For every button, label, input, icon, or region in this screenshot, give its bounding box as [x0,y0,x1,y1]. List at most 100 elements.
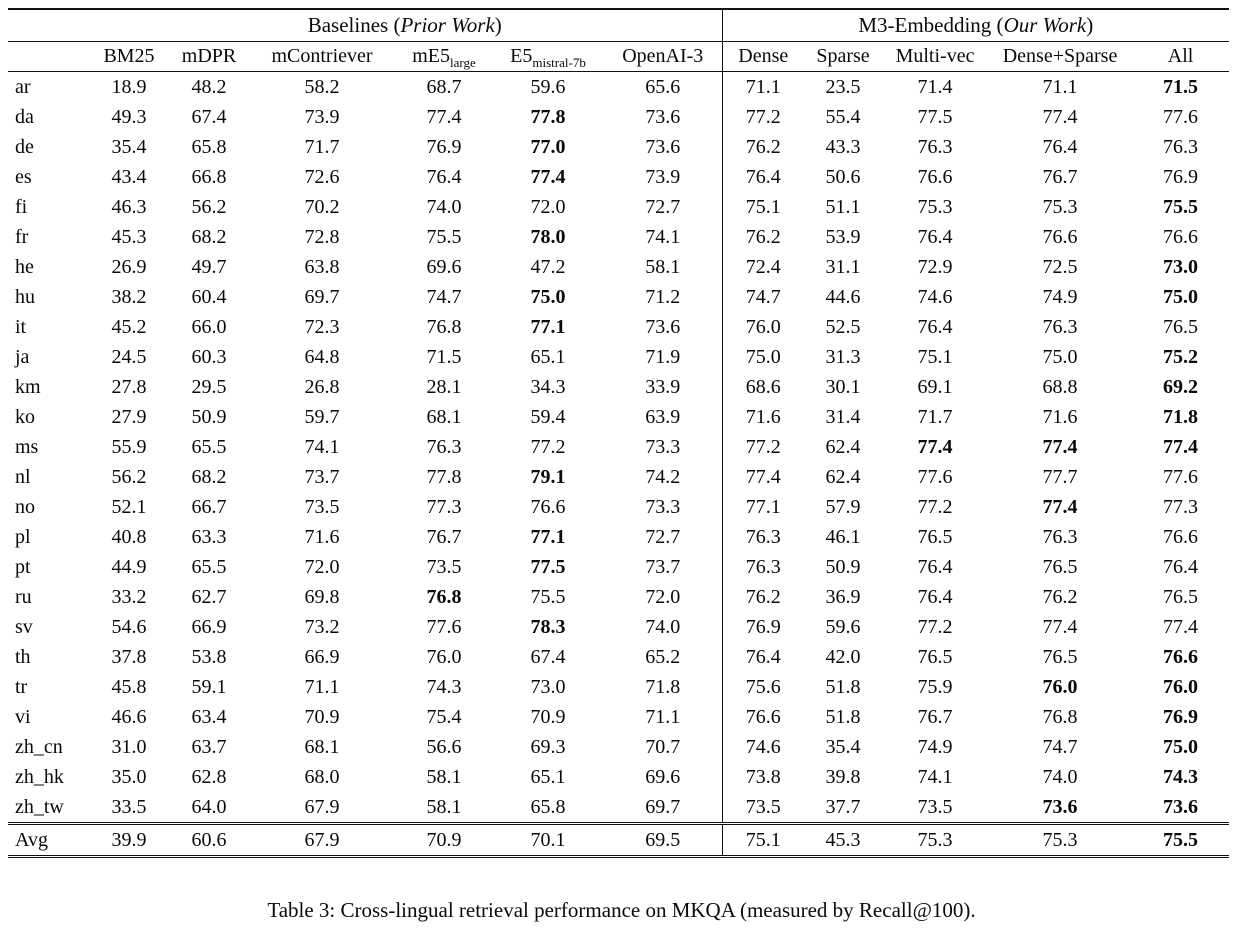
table-cell: 75.5 [1163,195,1199,218]
table-cell: 75.5 [426,225,462,248]
table-cell: 65.8 [191,135,227,158]
table-cell: 53.8 [191,645,227,668]
table-cell: 50.9 [825,555,861,578]
table-cell: 77.6 [917,465,953,488]
table-cell: 76.6 [721,702,805,732]
table-row-th: th 37.8 53.8 66.9 76.0 67.4 65.2 76.4 42.0 76.5 76… [8,642,1229,672]
table-cell: 68.6 [721,372,805,402]
table-cell: 75.4 [426,705,462,728]
table-row-zh_hk: zh_hk 35.0 62.8 68.0 58.1 65.1 69.6 73.8 39.8 74.… [8,762,1229,792]
table-cell: 70.9 [304,705,340,728]
table-cell: 69.1 [917,375,953,398]
table-cell: 76.0 [426,645,462,668]
table-cell: 73.5 [917,795,953,818]
table-cell: 75.0 [1163,735,1199,758]
table-cell: 77.6 [426,615,462,638]
table-row-vi: vi 46.6 63.4 70.9 75.4 70.9 71.1 76.6 51.8 76.7 76… [8,702,1229,732]
table-cell: 77.4 [1042,105,1078,128]
table-cell: 35.4 [825,735,861,758]
table-cell: 71.9 [645,345,681,368]
table-cell: 72.5 [1042,255,1078,278]
table-cell: 73.7 [304,465,340,488]
column-header-bm25: BM25 [88,41,170,72]
table-cell: 77.3 [426,495,462,518]
table-cell: 76.4 [917,315,953,338]
table-cell: 70.2 [304,195,340,218]
table-cell: 76.4 [721,642,805,672]
row-label: ko [15,405,35,428]
table-cell: 58.1 [426,765,462,788]
table-cell: 76.6 [1163,645,1199,668]
table-cell: 35.4 [111,135,147,158]
table-cell: 75.0 [721,342,805,372]
table-cell: 69.7 [304,285,340,308]
table-cell: 69.8 [304,585,340,608]
table-cell: 76.6 [1042,225,1078,248]
table-cell: 72.4 [721,252,805,282]
column-header-mcontriever: mContriever [248,41,396,72]
table-cell: 68.7 [426,75,462,98]
row-label: tr [15,675,28,698]
table-cell: 71.8 [1163,405,1199,428]
table-row-es: es 43.4 66.8 72.6 76.4 77.4 73.9 76.4 50.6 76.6 76… [8,162,1229,192]
table-cell: 36.9 [825,585,861,608]
row-label: ar [15,75,31,98]
table-cell: 64.8 [304,345,340,368]
table-cell: 77.0 [530,135,566,158]
table-cell: 71.2 [645,285,681,308]
table-cell: 53.9 [825,225,861,248]
table-cell: 60.4 [191,285,227,308]
table-cell: 75.9 [917,675,953,698]
column-header-mdpr: mDPR [170,41,248,72]
table-cell: 57.9 [825,495,861,518]
table-cell: 75.0 [530,285,566,308]
table-cell: 62.7 [191,585,227,608]
column-header-all: All [1132,41,1230,72]
table-cell: 65.5 [191,435,227,458]
table-cell: 76.5 [1042,645,1078,668]
table-cell: 75.5 [1132,822,1230,857]
table-cell: 69.6 [426,255,462,278]
table-cell: 76.4 [917,225,953,248]
table-cell: 76.8 [426,315,462,338]
table-cell: 46.1 [825,525,861,548]
table-row-km: km 27.8 29.5 26.8 28.1 34.3 33.9 68.6 30.1 69.1 68… [8,372,1229,402]
table-cell: 77.4 [1163,435,1199,458]
column-header-dense: Dense [721,41,805,72]
table-cell: 75.5 [530,585,566,608]
table-cell: 76.3 [917,135,953,158]
table-cell: 52.1 [111,495,147,518]
table-cell: 71.1 [304,675,340,698]
table-cell: 62.4 [825,435,861,458]
table-cell: 77.6 [1163,465,1199,488]
column-header-me5-large: mE5large [396,41,492,72]
table-cell: 74.6 [721,732,805,762]
table-row-nl: nl 56.2 68.2 73.7 77.8 79.1 74.2 77.4 62.4 77.6 77… [8,462,1229,492]
row-label: vi [15,705,31,728]
table-cell: 77.4 [530,165,566,188]
table-cell: 35.0 [111,765,147,788]
table-cell: 76.4 [917,585,953,608]
table-cell: 58.2 [304,75,340,98]
table-cell: 47.2 [530,255,566,278]
table-cell: 56.2 [111,465,147,488]
row-label: th [15,645,31,668]
table-cell: 76.6 [530,495,566,518]
table-cell: 76.2 [1042,585,1078,608]
table-cell: 26.8 [304,375,340,398]
row-label: fr [15,225,29,248]
table-cell: 73.5 [721,792,805,824]
table-cell: 46.6 [111,705,147,728]
table-cell: 72.0 [304,555,340,578]
table-caption: Table 3: Cross-lingual retrieval perform… [267,898,976,922]
row-label: da [15,105,34,128]
column-header-openai-3: OpenAI-3 [604,41,723,72]
table-cell: 74.9 [917,735,953,758]
table-cell: 76.2 [721,132,805,162]
table-cell: 76.3 [1163,135,1199,158]
row-label: ja [15,345,30,368]
table-cell: 70.7 [645,735,681,758]
table-cell: 73.3 [645,495,681,518]
column-header-row: BM25 mDPR mContriever mE5large E5mistral… [8,41,1230,72]
table-cell: 58.1 [426,795,462,818]
